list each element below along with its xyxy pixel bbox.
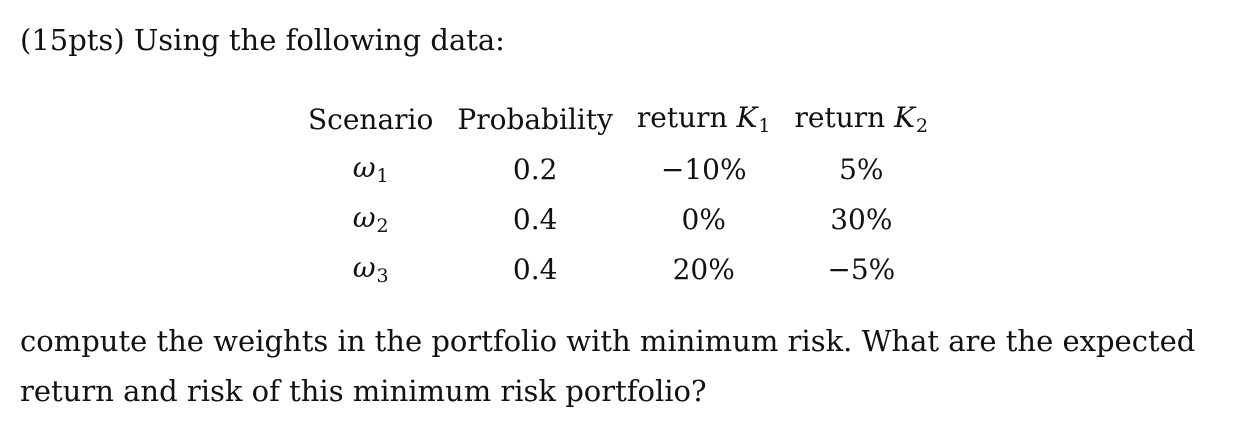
cell-probability: 0.4: [512, 202, 558, 236]
header-return-k2-prefix: return: [794, 101, 886, 134]
header-return-k2-var: K: [894, 101, 916, 134]
problem-intro: (15pts) Using the following data:: [20, 23, 505, 57]
cell-scenario: ω3: [296, 244, 445, 294]
cell-return-k1: −10%: [660, 152, 747, 186]
scenario-subscript: 2: [376, 215, 389, 237]
header-scenario: Scenario: [308, 102, 434, 136]
header-return-k1: return K1: [625, 94, 783, 144]
scenario-omega: ω: [352, 251, 376, 284]
scenario-table: Scenario Probability return K1 return K2…: [296, 94, 940, 294]
scenario-omega: ω: [352, 201, 376, 234]
header-return-k2-sub: 2: [916, 115, 929, 137]
scenario-subscript: 1: [376, 165, 389, 187]
cell-return-k1: 0%: [681, 202, 726, 236]
table-header-row: Scenario Probability return K1 return K2: [296, 94, 940, 144]
scenario-omega: ω: [352, 151, 376, 184]
problem-question: compute the weights in the portfolio wit…: [20, 324, 1196, 408]
header-return-k1-sub: 1: [758, 115, 771, 137]
cell-scenario: ω2: [296, 194, 445, 244]
scenario-subscript: 3: [376, 265, 389, 287]
cell-return-k2: −5%: [827, 252, 896, 286]
header-return-k2: return K2: [783, 94, 941, 144]
cell-return-k2: 30%: [830, 202, 893, 236]
cell-scenario: ω1: [296, 144, 445, 194]
cell-return-k1: 20%: [672, 252, 735, 286]
cell-probability: 0.4: [512, 252, 558, 286]
cell-probability: 0.2: [512, 152, 558, 186]
header-return-k1-var: K: [736, 101, 758, 134]
table-row: ω2 0.4 0% 30%: [296, 194, 940, 244]
header-return-k1-prefix: return: [636, 101, 728, 134]
cell-return-k2: 5%: [839, 152, 884, 186]
table-row: ω3 0.4 20% −5%: [296, 244, 940, 294]
table-row: ω1 0.2 −10% 5%: [296, 144, 940, 194]
header-probability: Probability: [457, 102, 613, 136]
